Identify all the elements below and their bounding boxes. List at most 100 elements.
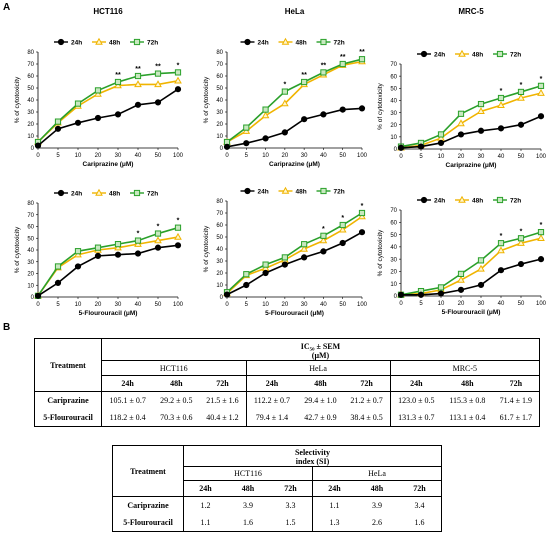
- series-line-72h: [226, 212, 363, 293]
- si-value: 1.6: [414, 518, 425, 527]
- x-tick-label: 40: [320, 302, 327, 308]
- ic50-value: 113.1 ± 0.4: [449, 413, 486, 422]
- y-tick-label: 60: [216, 74, 223, 80]
- x-tick-label: 0: [225, 302, 229, 308]
- data-point-24h: [457, 286, 465, 293]
- x-tick-label: 20: [95, 302, 102, 308]
- y-tick-label: 0: [31, 146, 35, 152]
- si-value: 1.5: [285, 518, 296, 527]
- y-tick-label: 60: [390, 220, 397, 226]
- legend-label: 72h: [147, 40, 158, 47]
- legend-label: 72h: [334, 189, 345, 196]
- data-point-48h: [457, 119, 465, 127]
- significance-marker: *: [157, 224, 160, 231]
- treatment-name: Cariprazine: [34, 391, 102, 409]
- y-tick-label: 0: [31, 295, 35, 301]
- legend-marker: [57, 38, 65, 46]
- cell-line-header: HCT116: [101, 360, 247, 376]
- series-line-24h: [226, 231, 363, 296]
- data-point-24h: [134, 250, 142, 257]
- legend-label: 48h: [472, 198, 483, 205]
- si-value: 3.9: [371, 501, 382, 510]
- table-row: 5-Flourouracil 1.1 1.6 1.5 1.3 2.6 1.6: [113, 514, 442, 532]
- series-line-72h: [37, 71, 179, 143]
- ic50-value: 29.2 ± 0.5: [160, 396, 193, 405]
- legend-marker: [244, 187, 251, 195]
- legend-label: 24h: [71, 40, 82, 47]
- data-point-48h: [338, 225, 347, 233]
- time-header: 48h: [153, 375, 200, 392]
- time-header: 24h: [101, 375, 154, 392]
- ic50-group-header: IC₅₀ ± SEM (μM): [101, 338, 540, 361]
- series-line-24h: [401, 258, 542, 296]
- data-point-24h: [223, 143, 231, 150]
- data-point-48h: [114, 81, 122, 89]
- data-point-24h: [397, 291, 405, 298]
- y-tick-label: 10: [27, 283, 34, 289]
- data-point-48h: [319, 236, 328, 244]
- data-point-72h: [154, 70, 162, 77]
- ic50-value: 105.1 ± 0.7: [101, 391, 154, 409]
- time-header: 72h: [398, 480, 442, 497]
- data-point-48h: [174, 232, 182, 240]
- x-axis-label: 5-Flourouracil (μM): [442, 309, 501, 316]
- si-value: 1.3: [311, 514, 356, 532]
- data-point-24h: [54, 279, 62, 286]
- treatment-name: Cariprazine: [112, 496, 184, 514]
- legend-marker: [496, 50, 504, 58]
- y-tick-label: 30: [390, 257, 397, 263]
- series-line-24h: [226, 107, 363, 148]
- data-point-48h: [300, 244, 308, 252]
- table-header-row: 24h 48h 72h 24h 48h 72h 24h 48h 72h: [35, 375, 540, 392]
- data-point-24h: [320, 111, 327, 118]
- si-value: 3.4: [414, 501, 425, 510]
- x-tick-label: 40: [135, 302, 142, 308]
- significance-marker: **: [301, 72, 307, 79]
- legend-marker: [57, 189, 65, 197]
- data-point-24h: [174, 242, 182, 249]
- y-tick-label: 30: [27, 260, 34, 266]
- data-point-24h: [477, 281, 485, 289]
- legend-marker: [320, 38, 327, 46]
- series-line-72h: [400, 231, 542, 296]
- data-point-72h: [457, 270, 465, 277]
- data-point-72h: [54, 263, 62, 270]
- data-point-24h: [174, 86, 182, 93]
- data-point-24h: [281, 261, 288, 268]
- cell-line-header: MRC-5: [389, 360, 540, 376]
- y-tick-label: 20: [390, 123, 397, 129]
- y-tick-label: 40: [216, 247, 223, 253]
- x-tick-label: 30: [301, 302, 308, 308]
- series-line-24h: [37, 88, 179, 147]
- table-header-row: HCT116 HeLa: [113, 466, 442, 481]
- data-point-24h: [262, 269, 269, 277]
- data-point-48h: [537, 88, 545, 96]
- x-tick-label: 100: [173, 302, 184, 308]
- chart-title: MRC-5: [458, 7, 484, 16]
- treatment-header: Treatment: [50, 360, 86, 370]
- y-axis-label: % of cytotoxicity: [203, 76, 210, 123]
- y-tick-label: 0: [394, 147, 398, 153]
- legend-marker: [420, 196, 428, 204]
- ic50-header-line1: IC₅₀ ± SEM: [300, 342, 341, 351]
- table-header-row: Treatment IC₅₀ ± SEM (μM): [35, 338, 540, 370]
- data-point-24h: [114, 111, 122, 118]
- y-tick-label: 20: [390, 270, 397, 276]
- chart-panel-6: 24h 48h 72h 0 10 20 30 40 50 60 70 0 5 10 20 30 40 50 100 5…: [377, 195, 547, 316]
- data-point-48h: [154, 236, 162, 244]
- data-point-72h: [74, 100, 82, 107]
- data-point-24h: [497, 267, 505, 274]
- x-tick-label: 100: [536, 301, 547, 307]
- treatment-name: 5-Flourouracil: [123, 518, 173, 527]
- legend-label: 24h: [434, 52, 445, 59]
- data-point-48h: [261, 111, 270, 119]
- time-header: 24h: [245, 375, 298, 392]
- ic50-value: 70.3 ± 0.6: [160, 413, 193, 422]
- si-value: 2.6: [371, 518, 382, 527]
- chart-panel-2: HeLa 24h 48h 72h 0 10 20 30 40 50 60 70 80 0 5 10 20 30 40…: [203, 7, 368, 168]
- ic50-value: 118.2 ± 0.4: [101, 409, 154, 427]
- legend-marker: [496, 196, 504, 204]
- y-tick-label: 50: [216, 235, 223, 241]
- data-point-48h: [281, 99, 289, 107]
- y-tick-label: 80: [27, 201, 34, 207]
